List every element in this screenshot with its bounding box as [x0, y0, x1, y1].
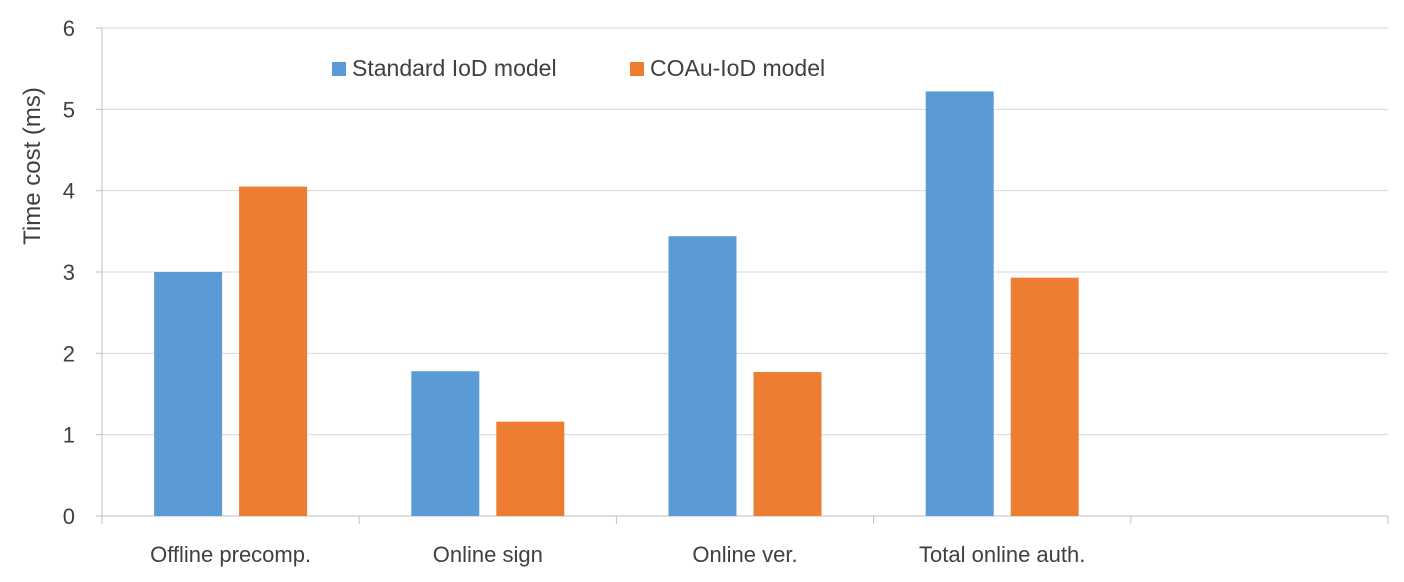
bar: [496, 421, 565, 516]
legend-swatch: [332, 62, 346, 76]
bar: [668, 236, 737, 517]
bar: [1010, 277, 1079, 516]
y-tick-label: 6: [63, 16, 75, 41]
bar: [411, 371, 480, 516]
legend: Standard IoD model COAu-IoD model: [332, 55, 825, 81]
bars: [154, 91, 1079, 517]
y-tick-label: 5: [63, 97, 75, 122]
axes: [101, 28, 1389, 524]
bar: [154, 272, 223, 516]
tick-labels: 0 1 2 3 4 5 6 Offline precomp. Online sign Online…: [63, 16, 1086, 567]
bar: [239, 186, 308, 516]
x-tick-label: Online sign: [433, 542, 543, 567]
y-tick-label: 2: [63, 341, 75, 366]
y-axis-title: Time cost (ms): [19, 87, 46, 245]
bar: [753, 372, 822, 516]
x-tick-label: Online ver.: [692, 542, 797, 567]
legend-label: Standard IoD model: [352, 55, 557, 81]
bar: [925, 91, 994, 516]
y-tick-label: 1: [63, 423, 75, 448]
gridlines: [96, 27, 1388, 517]
legend-label: COAu-IoD model: [650, 55, 825, 81]
y-tick-label: 4: [63, 179, 75, 204]
x-tick-label: Offline precomp.: [150, 542, 311, 567]
y-tick-label: 0: [63, 504, 75, 529]
x-tick-label: Total online auth.: [919, 542, 1085, 567]
legend-swatch: [630, 62, 644, 76]
y-tick-label: 3: [63, 260, 75, 285]
